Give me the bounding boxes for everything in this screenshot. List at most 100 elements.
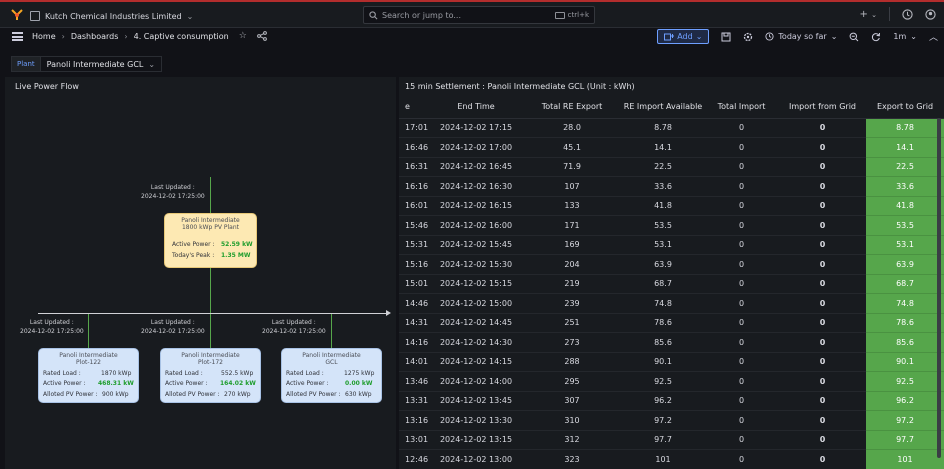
search-input[interactable]: Search or jump to... ctrl+k <box>363 6 595 24</box>
column-header[interactable]: Total RE Export <box>522 96 622 119</box>
table-row: 17:01 2024-12-02 17:15 28.0 8.78 0 0 8.78 <box>399 118 944 138</box>
table-row: 15:01 2024-12-02 15:15 219 68.7 0 0 68.7 <box>399 274 944 294</box>
table-cell: 2024-12-02 15:45 <box>430 235 522 255</box>
add-panel-icon <box>664 33 675 40</box>
table-row: 14:01 2024-12-02 14:15 288 90.1 0 0 90.1 <box>399 352 944 372</box>
breadcrumb-home[interactable]: Home <box>32 31 56 41</box>
active-power-label: Active Power : <box>286 380 329 387</box>
table-row: 13:46 2024-12-02 14:00 295 92.5 0 0 92.5 <box>399 371 944 392</box>
table-cell: 0 <box>704 371 779 392</box>
table-cell: 0 <box>704 274 779 294</box>
consumer-last-updated: Last Updated : 2024-12-02 17:25:00 <box>20 319 84 335</box>
table-cell: 14.1 <box>866 137 944 158</box>
column-header[interactable]: Import from Grid <box>779 96 866 119</box>
time-range-picker[interactable]: Today so far ⌄ <box>765 32 837 41</box>
help-icon[interactable] <box>902 8 913 20</box>
table-row: 13:01 2024-12-02 13:15 312 97.7 0 0 97.7 <box>399 430 944 450</box>
add-button[interactable]: Add ⌄ <box>657 29 710 44</box>
table-cell: 2024-12-02 16:15 <box>430 196 522 216</box>
table-cell: 97.7 <box>622 430 704 450</box>
breadcrumb-dashboard-title[interactable]: 4. Captive consumption <box>133 31 229 41</box>
alloted-pv-power-value: 630 kWp <box>345 391 372 398</box>
table-cell: 2024-12-02 15:00 <box>430 293 522 314</box>
plant-select[interactable]: Panoli Intermediate GCL ⌄ <box>40 56 163 72</box>
menu-icon[interactable] <box>12 32 23 41</box>
panel-title[interactable]: Live Power Flow <box>15 82 79 91</box>
table-cell: 41.8 <box>622 196 704 216</box>
table-cell: 0 <box>704 293 779 314</box>
column-header[interactable]: Export to Grid <box>866 96 944 119</box>
table-cell: 8.78 <box>866 118 944 138</box>
column-header[interactable]: End Time <box>430 96 522 119</box>
zoom-out-icon[interactable] <box>849 32 859 42</box>
org-switcher[interactable]: Kutch Chemical Industries Limited ⌄ <box>30 8 193 24</box>
table-cell: 97.2 <box>866 410 944 431</box>
divider <box>889 7 890 21</box>
table-cell: 12:46 <box>399 449 430 469</box>
grafana-logo-icon[interactable] <box>10 8 24 22</box>
consumer-last-updated: Last Updated : 2024-12-02 17:25:00 <box>141 319 205 335</box>
consumer-connector-line <box>331 314 332 348</box>
alloted-pv-power-value: 270 kWp <box>224 391 251 398</box>
star-icon[interactable]: ☆ <box>238 31 247 41</box>
table-row: 14:31 2024-12-02 14:45 251 78.6 0 0 78.6 <box>399 313 944 333</box>
table-cell: 219 <box>522 274 622 294</box>
active-power-value: 164.02 kW <box>220 380 256 387</box>
table-cell: 2024-12-02 13:00 <box>430 449 522 469</box>
rated-load-label: Rated Load : <box>43 370 81 377</box>
table-cell: 0 <box>704 118 779 138</box>
table-cell: 0 <box>704 235 779 255</box>
search-placeholder: Search or jump to... <box>382 10 461 20</box>
plant-todays-peak-label: Today's Peak : <box>172 252 215 259</box>
save-icon[interactable] <box>721 32 731 42</box>
top-bar: Kutch Chemical Industries Limited ⌄ Sear… <box>0 0 944 28</box>
refresh-icon[interactable] <box>871 32 881 42</box>
column-header[interactable]: e <box>399 96 430 119</box>
table-scrollbar[interactable] <box>937 118 941 458</box>
table-cell: 0 <box>779 430 866 450</box>
breadcrumb-dashboards[interactable]: Dashboards <box>70 31 119 41</box>
table-cell: 0 <box>779 118 866 138</box>
active-power-label: Active Power : <box>165 380 208 387</box>
table-cell: 239 <box>522 293 622 314</box>
refresh-interval-picker[interactable]: 1m ⌄ <box>893 32 917 41</box>
table-cell: 0 <box>779 449 866 469</box>
panel-title[interactable]: 15 min Settlement : Panoli Intermediate … <box>405 82 635 91</box>
column-header[interactable]: RE Import Available <box>622 96 704 119</box>
table-cell: 251 <box>522 313 622 333</box>
alloted-pv-power-label: Alloted PV Power : <box>165 391 220 398</box>
consumer-connector-line <box>210 314 211 348</box>
table-cell: 2024-12-02 13:15 <box>430 430 522 450</box>
new-menu-button[interactable]: + ⌄ <box>859 8 877 20</box>
share-icon[interactable] <box>256 31 267 41</box>
breadcrumb: Home › Dashboards › 4. Captive consumpti… <box>32 31 267 41</box>
table-cell: 0 <box>704 254 779 275</box>
table-row: 15:31 2024-12-02 15:45 169 53.1 0 0 53.1 <box>399 235 944 255</box>
search-shortcut: ctrl+k <box>554 11 589 19</box>
table-cell: 78.6 <box>622 313 704 333</box>
table-cell: 0 <box>779 313 866 333</box>
table-cell: 288 <box>522 352 622 372</box>
table-cell: 0 <box>779 196 866 216</box>
table-cell: 14:46 <box>399 293 430 314</box>
table-cell: 0 <box>704 215 779 236</box>
column-header[interactable]: Total Import <box>704 96 779 119</box>
org-icon <box>30 11 40 21</box>
table-cell: 15:46 <box>399 215 430 236</box>
table-row: 14:16 2024-12-02 14:30 273 85.6 0 0 85.6 <box>399 332 944 353</box>
table-cell: 16:31 <box>399 157 430 177</box>
table-cell: 169 <box>522 235 622 255</box>
table-cell: 63.9 <box>622 254 704 275</box>
settings-gear-icon[interactable] <box>743 32 753 42</box>
table-cell: 45.1 <box>522 137 622 158</box>
collapse-icon[interactable]: ︿ <box>928 33 938 43</box>
user-avatar-icon[interactable] <box>925 8 936 20</box>
plant-card-title: Panoli Intermediate 1800 kWp PV Plant <box>181 217 240 231</box>
search-icon <box>369 10 378 19</box>
table-cell: 0 <box>779 371 866 392</box>
table-cell: 14:01 <box>399 352 430 372</box>
plant-todays-peak-value: 1.35 MW <box>221 252 251 259</box>
consumer-card-title: Panoli Intermediate Plot-172 <box>181 352 240 366</box>
table-cell: 97.2 <box>622 410 704 431</box>
chevron-down-icon: ⌄ <box>186 11 194 21</box>
